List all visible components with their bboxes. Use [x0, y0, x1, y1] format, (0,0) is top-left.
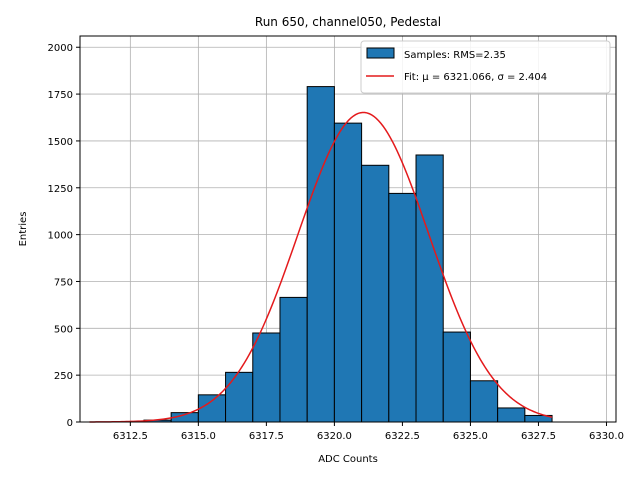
histogram-bar [388, 192, 417, 423]
legend-samples-label: Samples: RMS=2.35 [404, 50, 506, 61]
histogram-bar [497, 407, 526, 423]
y-tick-label: 500 [54, 324, 73, 335]
y-tick-label: 0 [67, 418, 73, 429]
x-tick-label: 6325.0 [453, 431, 488, 442]
y-tick-label: 1000 [48, 231, 73, 242]
x-tick-label: 6315.0 [181, 431, 216, 442]
histogram-bar [197, 394, 227, 423]
x-axis-label: ADC Counts [318, 454, 378, 465]
histogram-bar [333, 122, 363, 423]
y-tick-label: 750 [54, 277, 73, 288]
histogram-bar [306, 86, 335, 423]
plot-frame [79, 35, 617, 423]
histogram-bar [279, 296, 308, 423]
gaussian-fit-line [89, 111, 553, 423]
y-tick-label: 1500 [48, 137, 73, 148]
histogram-bars [143, 86, 553, 423]
x-tick-label: 6322.5 [385, 431, 420, 442]
x-tick-label: 6327.5 [521, 431, 556, 442]
y-axis-ticks: 0 250 500 750 1000 1250 1500 1750 2000 [48, 43, 80, 429]
y-axis-label: Entries [18, 212, 29, 247]
legend: Samples: RMS=2.35 Fit: μ = 6321.066, σ =… [360, 40, 611, 94]
y-tick-label: 1750 [48, 90, 73, 101]
legend-samples-swatch [366, 47, 395, 59]
y-tick-label: 1250 [48, 184, 73, 195]
histogram-bar [442, 331, 471, 423]
x-axis-ticks: 6312.5 6315.0 6317.5 6320.0 6322.5 6325.0 6327… [113, 422, 624, 442]
legend-fit-label: Fit: μ = 6321.066, σ = 2.404 [404, 72, 547, 83]
chart-title: Run 650, channel050, Pedestal [255, 15, 441, 29]
histogram-bar [225, 371, 254, 423]
x-tick-label: 6317.5 [249, 431, 284, 442]
histogram-bar [415, 154, 444, 423]
histogram-bar [361, 164, 390, 423]
legend-box [360, 40, 611, 94]
x-tick-label: 6312.5 [113, 431, 148, 442]
x-tick-label: 6330.0 [589, 431, 624, 442]
x-tick-label: 6320.0 [317, 431, 352, 442]
histogram-bar [469, 380, 499, 423]
y-tick-label: 250 [54, 371, 73, 382]
y-tick-label: 2000 [48, 43, 73, 54]
histogram-bar [252, 332, 281, 423]
